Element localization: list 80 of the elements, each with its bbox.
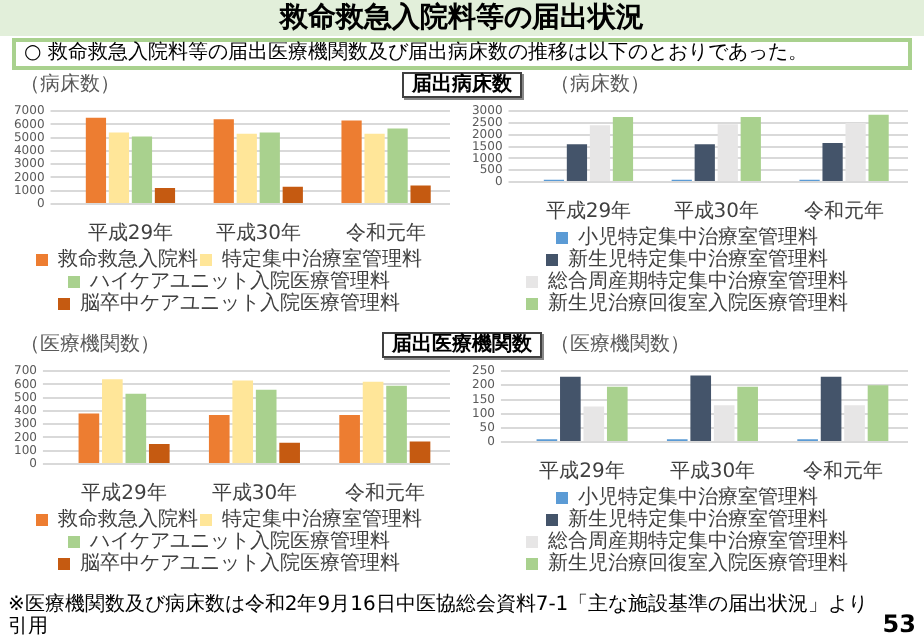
bar — [694, 144, 715, 181]
legend-label: 特定集中治療室管理料 — [222, 247, 422, 272]
legend-label: 脳卒中ケアユニット入院医療管理料 — [80, 551, 400, 576]
text: 届出病床数 — [402, 72, 522, 98]
bar — [690, 375, 712, 441]
bar — [612, 117, 634, 181]
x-tick-label: 平成30年 — [215, 221, 301, 246]
x-tick-label: 令和元年 — [346, 221, 427, 246]
bar — [213, 119, 234, 203]
legend-label: 小児特定集中治療室管理料 — [578, 225, 818, 250]
x-tick-label: 令和元年 — [344, 481, 425, 506]
bar — [844, 405, 865, 441]
bar — [232, 380, 254, 463]
bar — [362, 381, 384, 463]
x-tick-label: 平成30年 — [669, 459, 756, 484]
bar — [589, 125, 611, 181]
legend-label: 新生児特定集中治療室管理料 — [568, 507, 828, 532]
bar — [125, 393, 147, 463]
x-tick-label: 平成29年 — [87, 221, 174, 246]
bar — [341, 120, 362, 203]
x-tick-label: 平成29年 — [539, 459, 625, 484]
bar — [148, 444, 170, 463]
bar — [845, 123, 866, 181]
bar — [108, 132, 130, 203]
bar — [131, 136, 153, 203]
bar — [236, 133, 257, 203]
bar — [386, 385, 407, 463]
bar — [867, 385, 889, 441]
bar — [737, 386, 758, 441]
bar — [606, 386, 628, 441]
bar — [822, 143, 843, 181]
bar — [717, 124, 738, 181]
legend-label: 新生児治療回復室入院医療管理料 — [548, 551, 848, 576]
bar — [364, 133, 385, 203]
bar — [259, 132, 280, 203]
bar — [583, 406, 605, 441]
legend-label: 脳卒中ケアユニット入院医療管理料 — [80, 291, 400, 316]
y-axis-title: （病床数） — [550, 74, 650, 96]
y-axis-title: （医療機関数） — [550, 334, 690, 356]
bar — [560, 376, 581, 441]
bar — [102, 379, 123, 463]
chart-subtitle: ○ 救命救急入院料等の届出医療機関数及び届出病床数の推移は以下のとおりであった。 — [12, 38, 912, 70]
bar — [154, 188, 176, 203]
x-tick-label: 平成29年 — [81, 481, 167, 506]
x-tick-label: 平成30年 — [673, 199, 759, 224]
bar — [713, 405, 735, 441]
bar — [208, 414, 230, 463]
legend-label: 新生児治療回復室入院医療管理料 — [548, 291, 848, 316]
bar — [279, 442, 300, 463]
bar — [282, 186, 303, 203]
x-tick-label: 平成30年 — [211, 481, 298, 506]
bar — [868, 114, 889, 181]
bar — [339, 414, 360, 463]
bar — [410, 185, 431, 203]
legend-label: 小児特定集中治療室管理料 — [578, 485, 818, 510]
legend-label: 救命救急入院料 — [56, 247, 198, 272]
legend-label: 総合周産期特定集中治療室管理料 — [546, 269, 848, 294]
bar — [387, 128, 408, 203]
x-tick-label: 令和元年 — [804, 199, 885, 224]
bar — [78, 413, 100, 463]
bar — [820, 376, 842, 441]
text: ※医療機関数及び病床数は令和2年9月16日中医協総会資料7-1「主な施設基準の届出状況」より引用 — [8, 594, 871, 638]
text: 届出医療機関数 — [382, 332, 542, 358]
bar — [255, 389, 277, 463]
legend-label: 救命救急入院料 — [56, 507, 198, 532]
legend-label: 総合周産期特定集中治療室管理料 — [546, 529, 848, 554]
bar — [740, 117, 761, 181]
x-tick-label: 平成29年 — [545, 199, 632, 224]
text: 53 — [882, 610, 916, 638]
legend-label: 特定集中治療室管理料 — [222, 507, 422, 532]
legend-label: ハイケアユニット入院医療管理料 — [88, 269, 390, 294]
x-tick-label: 令和元年 — [802, 459, 883, 484]
bar — [566, 144, 588, 181]
legend-label: ハイケアユニット入院医療管理料 — [88, 529, 390, 554]
bar — [409, 441, 431, 463]
legend-label: 新生児特定集中治療室管理料 — [568, 247, 828, 272]
chart-title: 救命救急入院料等の届出状況 — [0, 0, 924, 36]
y-axis-title: （病床数） — [20, 74, 120, 96]
bar — [85, 117, 107, 203]
y-axis-title: （医療機関数） — [20, 334, 160, 356]
